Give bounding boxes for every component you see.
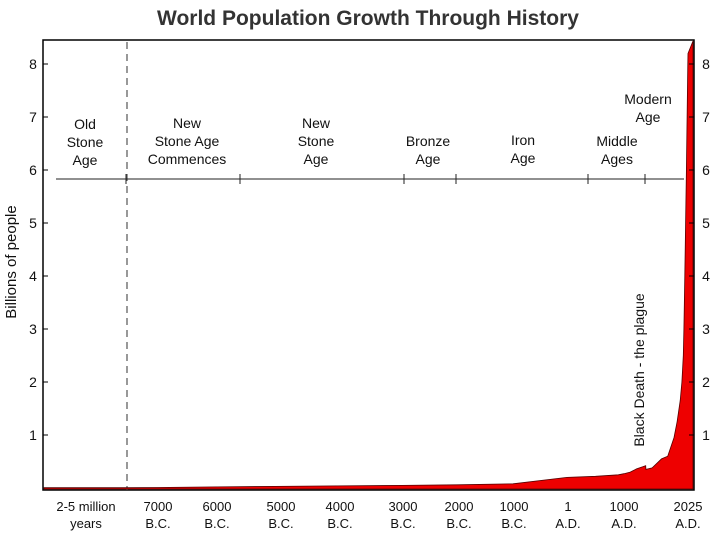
y-tick-label-left: 3 (29, 321, 37, 337)
chart-title: World Population Growth Through History (157, 7, 579, 30)
x-tick-label: 1000 B.C. (500, 499, 529, 531)
plot-frame (42, 39, 695, 491)
y-tick-label-left: 2 (29, 374, 37, 390)
y-axis-right: 1 2 3 4 5 6 7 8 (689, 56, 710, 443)
x-tick-label: 6000 B.C. (203, 499, 232, 531)
y-tick-label-left: 4 (29, 268, 37, 284)
y-tick-label-right: 4 (702, 268, 710, 284)
y-tick-label-left: 7 (29, 109, 37, 125)
era-label: Modern Age (624, 91, 671, 125)
y-tick-label-right: 5 (702, 215, 710, 231)
x-tick-label: 5000 B.C. (267, 499, 296, 531)
x-tick-label: 2025 A.D. (674, 499, 703, 531)
era-label: Bronze Age (406, 133, 451, 167)
x-tick-label: 7000 B.C. (144, 499, 173, 531)
era-label: Middle Ages (596, 133, 637, 167)
era-label: New Stone Age Commences (148, 115, 227, 167)
y-axis-left: 1 2 3 4 5 6 7 8 (29, 56, 48, 443)
x-tick-label: 2-5 million years (56, 499, 115, 531)
y-tick-label-right: 3 (702, 321, 710, 337)
y-tick-label-right: 1 (702, 427, 710, 443)
population-area (43, 40, 694, 490)
y-tick-label-right: 2 (702, 374, 710, 390)
era-label: Iron Age (511, 132, 536, 166)
y-tick-label-right: 8 (702, 56, 710, 72)
y-tick-label-left: 8 (29, 56, 37, 72)
x-tick-label: 1 A.D. (555, 499, 580, 531)
y-tick-label-left: 6 (29, 162, 37, 178)
y-tick-label-left: 5 (29, 215, 37, 231)
y-tick-label-left: 1 (29, 427, 37, 443)
x-tick-label: 3000 B.C. (389, 499, 418, 531)
x-tick-label: 2000 B.C. (445, 499, 474, 531)
x-tick-label: 4000 B.C. (326, 499, 355, 531)
y-tick-label-right: 7 (702, 109, 710, 125)
y-axis-label: Billions of people (3, 205, 20, 318)
y-tick-label-right: 6 (702, 162, 710, 178)
era-label: Old Stone Age (67, 116, 104, 168)
x-axis-labels: 2-5 million years 7000 B.C. 6000 B.C. 5000 B.C.… (56, 499, 702, 531)
black-death-annotation: Black Death - the plague (631, 293, 647, 447)
era-labels: Old Stone Age New Stone Age Commences New Stone… (67, 91, 672, 184)
era-label: New Stone Age (298, 115, 335, 167)
plot-area (42, 39, 695, 491)
x-tick-label: 1000 A.D. (610, 499, 639, 531)
